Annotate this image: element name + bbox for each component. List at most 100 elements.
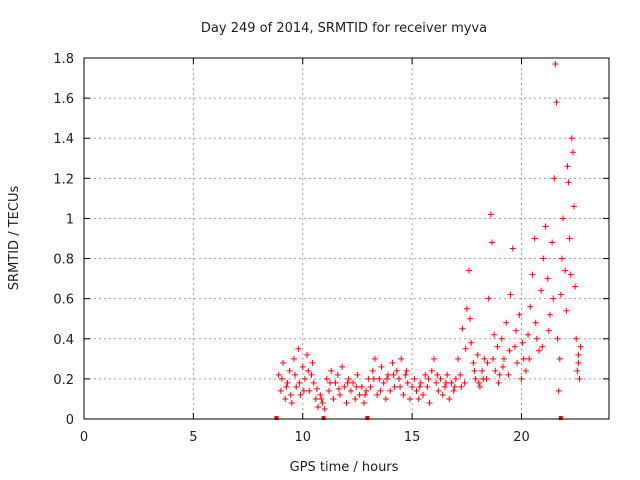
data-point — [509, 245, 516, 252]
data-point — [556, 355, 563, 362]
data-point — [411, 375, 418, 382]
data-point — [496, 371, 503, 378]
data-point — [492, 367, 499, 374]
data-point — [362, 391, 369, 398]
y-tick-label: 0.6 — [53, 293, 74, 308]
data-point — [490, 355, 497, 362]
data-point — [297, 391, 304, 398]
data-point — [519, 339, 526, 346]
data-point — [499, 363, 506, 370]
data-point — [472, 375, 479, 382]
data-point — [555, 387, 562, 394]
data-point — [434, 371, 441, 378]
data-point — [318, 395, 325, 402]
data-point — [505, 371, 512, 378]
data-point — [513, 327, 520, 334]
y-tick-label: 0.2 — [53, 373, 74, 388]
data-point — [332, 379, 339, 386]
data-point — [341, 383, 348, 390]
data-point — [308, 371, 315, 378]
data-point — [321, 405, 328, 412]
data-point — [575, 351, 582, 358]
data-point — [304, 351, 311, 358]
data-point — [278, 375, 285, 382]
data-point — [550, 295, 557, 302]
axis-ticks: 0 0.2 0.4 0.6 0.8 1 1.2 1.4 1.6 1.8 0 5 10 15 20 — [53, 52, 609, 445]
data-point — [403, 367, 410, 374]
data-points — [274, 61, 584, 420]
data-point — [452, 375, 459, 382]
data-point — [455, 355, 462, 362]
data-point — [463, 305, 470, 312]
data-point — [494, 343, 501, 350]
data-point — [280, 359, 287, 366]
data-point — [531, 235, 538, 242]
y-tick-label: 1.2 — [53, 172, 74, 187]
data-point — [522, 367, 529, 374]
data-point — [520, 355, 527, 362]
data-point — [572, 283, 579, 290]
data-point — [287, 391, 294, 398]
data-point — [339, 363, 346, 370]
data-point — [577, 343, 584, 350]
data-point — [542, 223, 549, 230]
data-point — [382, 395, 389, 402]
data-point — [450, 387, 457, 394]
data-point — [458, 383, 465, 390]
data-point — [356, 391, 363, 398]
data-point — [441, 383, 448, 390]
data-point — [415, 395, 422, 402]
data-point — [292, 371, 299, 378]
baseline-marker — [365, 416, 370, 420]
data-point — [448, 379, 455, 386]
baseline-marker — [321, 416, 326, 420]
data-point — [417, 379, 424, 386]
data-point — [468, 339, 475, 346]
data-point — [387, 387, 394, 394]
x-tick-label: 0 — [80, 430, 88, 445]
data-point — [485, 295, 492, 302]
data-point — [389, 359, 396, 366]
data-point — [354, 371, 361, 378]
data-point — [422, 371, 429, 378]
y-tick-label: 1.4 — [53, 132, 74, 147]
data-point — [352, 395, 359, 402]
data-point — [284, 379, 291, 386]
data-point — [532, 319, 539, 326]
x-tick-label: 10 — [294, 430, 311, 445]
y-tick-label: 0.8 — [53, 253, 74, 268]
data-point — [350, 379, 357, 386]
y-tick-label: 0 — [66, 413, 74, 428]
data-point — [491, 331, 498, 338]
data-point — [313, 385, 320, 392]
data-point — [426, 399, 433, 406]
data-point — [393, 367, 400, 374]
data-point — [443, 379, 450, 386]
data-point — [312, 395, 319, 402]
data-point — [540, 255, 547, 262]
data-point — [317, 391, 324, 398]
data-point — [343, 399, 350, 406]
data-point — [575, 359, 582, 366]
data-point — [567, 271, 574, 278]
data-point — [391, 383, 398, 390]
data-point — [516, 311, 523, 318]
data-point — [420, 391, 427, 398]
x-tick-label: 15 — [404, 430, 421, 445]
data-point — [474, 351, 481, 358]
data-point — [370, 375, 377, 382]
data-point — [296, 379, 303, 386]
data-point — [574, 367, 581, 374]
data-point — [470, 359, 477, 366]
data-point — [383, 375, 390, 382]
data-point — [291, 355, 297, 362]
data-point — [345, 375, 352, 382]
data-point — [409, 383, 416, 390]
y-tick-label: 1.8 — [53, 52, 74, 67]
data-point — [480, 375, 487, 382]
data-point — [400, 391, 407, 398]
y-tick-label: 1 — [66, 212, 74, 227]
data-point — [488, 239, 495, 246]
data-point — [367, 383, 374, 390]
